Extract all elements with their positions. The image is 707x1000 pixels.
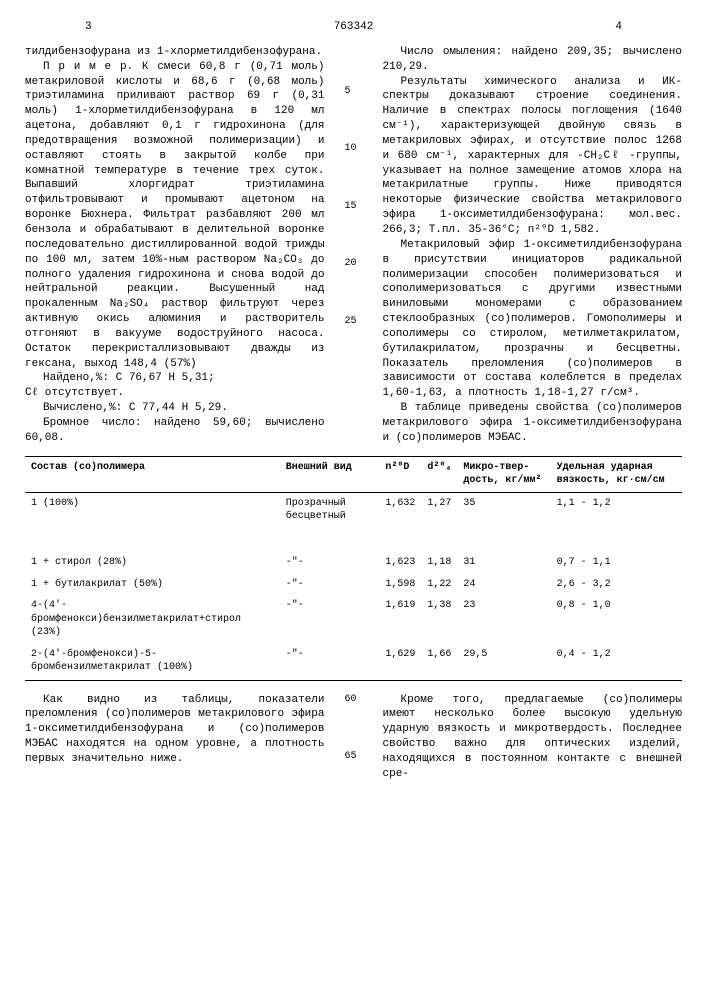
table-cell: 1,18 xyxy=(421,552,457,574)
pg-center: 763342 xyxy=(334,20,374,35)
l-p1: тилдибензофурана из 1-хлорметилдибензофу… xyxy=(25,45,325,60)
table-row: 4-(4'-бромфенокси)бензилметакрилат+стиро… xyxy=(25,595,682,644)
table-cell: 31 xyxy=(457,552,550,574)
table-cell: 1,22 xyxy=(421,574,457,596)
table-cell: 2,6 - 3,2 xyxy=(551,574,682,596)
page-header: 3 763342 4 xyxy=(25,20,682,35)
table-row: 1 + бутилакрилат (50%)-"-1,5981,22242,6 … xyxy=(25,574,682,596)
table-row: 1 + стирол (28%)-"-1,6231,18310,7 - 1,1 xyxy=(25,552,682,574)
r-p3: Метакриловый эфир 1-оксиметилдибензофура… xyxy=(383,238,683,401)
table-cell: 2-(4'-бромфенокси)-5-бромбензилметакрила… xyxy=(25,644,280,679)
table-cell: -"- xyxy=(280,595,380,644)
table-cell: 24 xyxy=(457,574,550,596)
line-numbers: 5 10 15 20 25 xyxy=(345,45,363,446)
l-p6: Бромное число: найдено 59,60; вычислено … xyxy=(25,416,325,446)
th-5: Удельная ударная вязкость, кг·см/см xyxy=(551,456,682,492)
table-cell: 1,66 xyxy=(421,644,457,679)
table-cell: 1 + стирол (28%) xyxy=(25,552,280,574)
th-0: Состав (со)полимера xyxy=(25,456,280,492)
table-cell: 23 xyxy=(457,595,550,644)
table-cell: 0,8 - 1,0 xyxy=(551,595,682,644)
table-cell: 1,27 xyxy=(421,492,457,552)
table-cell: Прозрачный бесцветный xyxy=(280,492,380,552)
table-header-row: Состав (со)полимера Внешний вид n²⁰D d²⁰… xyxy=(25,456,682,492)
pg-right: 4 xyxy=(615,20,622,35)
table-cell: 1,38 xyxy=(421,595,457,644)
table-cell: 1 + бутилакрилат (50%) xyxy=(25,574,280,596)
th-4: Микро-твер-дость, кг/мм² xyxy=(457,456,550,492)
table-cell: -"- xyxy=(280,552,380,574)
r-p2: Результаты химического анализа и ИК-спек… xyxy=(383,75,683,238)
table-cell: 1,623 xyxy=(379,552,421,574)
l-p4: Cℓ отсутствует. xyxy=(25,386,325,401)
table-cell: 4-(4'-бромфенокси)бензилметакрилат+стиро… xyxy=(25,595,280,644)
right-column: Число омыления: найдено 209,35; вычислен… xyxy=(383,45,683,446)
table-cell: 35 xyxy=(457,492,550,552)
table-row: 1 (100%)Прозрачный бесцветный1,6321,2735… xyxy=(25,492,682,552)
table-cell: 1,632 xyxy=(379,492,421,552)
th-2: n²⁰D xyxy=(379,456,421,492)
properties-table: Состав (со)полимера Внешний вид n²⁰D d²⁰… xyxy=(25,456,682,681)
table-cell: 0,4 - 1,2 xyxy=(551,644,682,679)
table-cell: 1 (100%) xyxy=(25,492,280,552)
l-p2: П р и м е р. К смеси 60,8 г (0,71 моль) … xyxy=(25,60,325,372)
bottom-left: Как видно из таблицы, показатели преломл… xyxy=(25,693,325,782)
pg-left: 3 xyxy=(85,20,92,35)
r-p4: В таблице приведены свойства (со)полимер… xyxy=(383,401,683,446)
table-cell: 1,598 xyxy=(379,574,421,596)
l-p5: Вычислено,%: С 77,44 Н 5,29. xyxy=(25,401,325,416)
table-cell: 1,629 xyxy=(379,644,421,679)
table-cell: 29,5 xyxy=(457,644,550,679)
table-cell: 1,1 - 1,2 xyxy=(551,492,682,552)
bottom-right: Кроме того, предлагаемые (со)полимеры им… xyxy=(383,693,683,782)
table-cell: 1,619 xyxy=(379,595,421,644)
th-1: Внешний вид xyxy=(280,456,380,492)
table-cell: -"- xyxy=(280,574,380,596)
bottom-line-numbers: 60 65 xyxy=(345,693,363,782)
table-cell: -"- xyxy=(280,644,380,679)
r-p1: Число омыления: найдено 209,35; вычислен… xyxy=(383,45,683,75)
table-row: 2-(4'-бромфенокси)-5-бромбензилметакрила… xyxy=(25,644,682,679)
table-cell: 0,7 - 1,1 xyxy=(551,552,682,574)
left-column: тилдибензофурана из 1-хлорметилдибензофу… xyxy=(25,45,325,446)
l-p3: Найдено,%: С 76,67 Н 5,31; xyxy=(25,371,325,386)
th-3: d²⁰₄ xyxy=(421,456,457,492)
